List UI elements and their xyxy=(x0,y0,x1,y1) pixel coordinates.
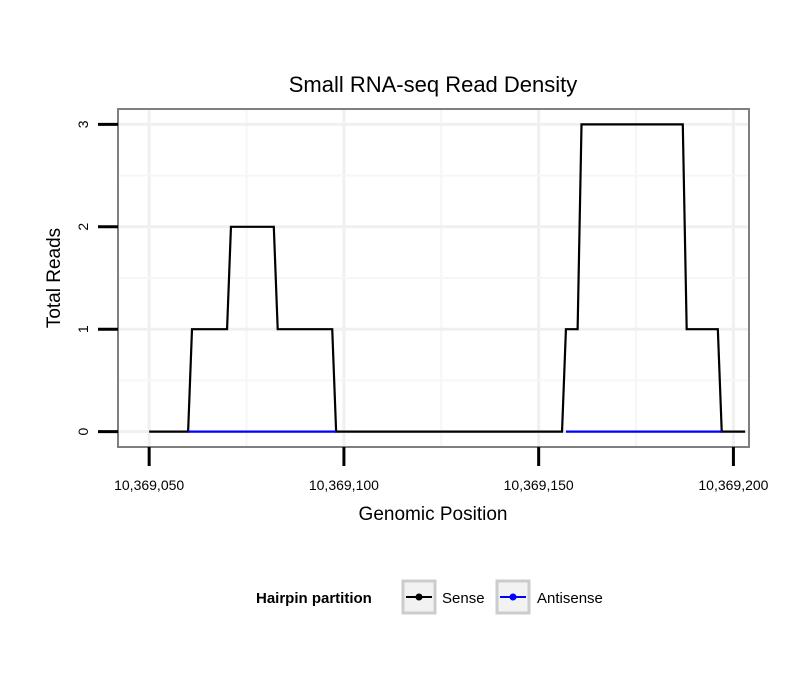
x-tick-label: 10,369,100 xyxy=(309,477,379,493)
series-line-sense xyxy=(149,123,746,433)
x-tick-label: 10,369,050 xyxy=(114,477,184,493)
y-axis-title: Total Reads xyxy=(44,228,65,328)
series-group xyxy=(149,123,746,433)
legend-key-antisense-dot xyxy=(509,593,517,601)
chart-title: Small RNA-seq Read Density xyxy=(289,72,578,97)
x-axis-title: Genomic Position xyxy=(359,504,508,525)
legend: Hairpin partition Sense Antisense xyxy=(256,579,603,615)
y-tick-label: 3 xyxy=(75,120,91,128)
grid xyxy=(118,109,749,447)
legend-label-sense: Sense xyxy=(442,590,485,607)
x-axis: 10,369,050 10,369,100 10,369,150 10,369,200 xyxy=(114,447,769,493)
legend-title: Hairpin partition xyxy=(256,590,372,607)
x-tick-label: 10,369,150 xyxy=(504,477,574,493)
legend-key-sense-dot xyxy=(415,593,423,601)
y-tick-label: 0 xyxy=(75,428,91,436)
plot-panel-border xyxy=(117,108,750,448)
y-tick-label: 2 xyxy=(75,223,91,231)
y-tick-label: 1 xyxy=(75,325,91,333)
x-tick-label: 10,369,200 xyxy=(698,477,768,493)
legend-label-antisense: Antisense xyxy=(537,590,603,607)
y-axis: 0 1 2 3 xyxy=(75,120,118,436)
